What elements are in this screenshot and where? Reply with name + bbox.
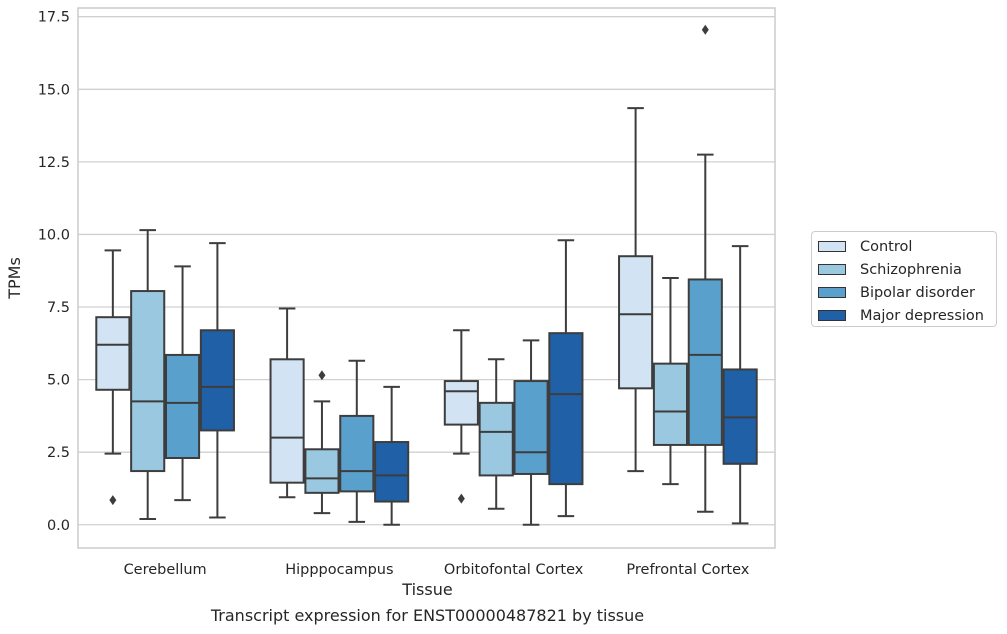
legend-swatch <box>818 310 846 321</box>
x-tick-label: Cerebellum <box>124 562 207 578</box>
legend-label: Schizophrenia <box>860 261 962 278</box>
box-schizophrenia <box>304 448 340 494</box>
legend-swatch <box>818 264 846 275</box>
legend-item: Control <box>818 235 996 258</box>
box-schizophrenia <box>478 401 514 477</box>
box-bipolar-disorder <box>164 353 201 459</box>
y-tick-label: 12.5 <box>38 155 70 171</box>
box-bipolar-disorder <box>339 414 375 493</box>
figure-caption: Transcript expression for ENST0000048782… <box>210 606 645 625</box>
legend: Control Schizophrenia Bipolar disorder Majo… <box>811 231 997 327</box>
outlier-point <box>318 370 326 381</box>
box-major-depression <box>548 332 584 486</box>
y-tick-label: 15.0 <box>38 82 70 98</box>
box-major-depression <box>374 441 410 503</box>
outlier-point <box>457 493 465 504</box>
legend-label: Bipolar disorder <box>860 284 975 301</box>
box-bipolar-disorder <box>513 380 549 475</box>
outlier-point <box>109 495 117 506</box>
y-tick-label: 10.0 <box>38 227 70 243</box>
y-tick-label: 2.5 <box>47 445 70 461</box>
legend-item: Major depression <box>818 304 996 327</box>
y-tick-label: 17.5 <box>38 10 70 26</box>
legend-item: Schizophrenia <box>818 258 996 281</box>
x-tick-label: Orbitofontal Cortex <box>444 562 584 578</box>
y-axis-label: TPMs <box>5 257 24 300</box>
plot-frame <box>77 7 776 549</box>
box-bipolar-disorder <box>687 278 723 446</box>
y-tick-label: 7.5 <box>47 300 70 316</box>
legend-label: Control <box>860 238 913 255</box>
box-major-depression <box>199 329 235 432</box>
box-control <box>269 358 305 484</box>
x-tick-label: Hipppocampus <box>285 562 393 578</box>
box-control <box>443 380 479 426</box>
legend-item: Bipolar disorder <box>818 281 996 304</box>
box-schizophrenia <box>652 362 689 446</box>
box-schizophrenia <box>130 290 166 473</box>
box-control <box>618 255 654 390</box>
legend-swatch <box>818 241 846 252</box>
x-axis-label: Tissue <box>401 580 452 599</box>
box-control <box>95 316 131 391</box>
y-tick-label: 0.0 <box>47 518 70 534</box>
legend-swatch <box>818 287 846 298</box>
x-tick-label: Prefrontal Cortex <box>626 562 749 578</box>
y-tick-label: 5.0 <box>47 373 70 389</box>
outlier-point <box>701 24 709 35</box>
legend-label: Major depression <box>860 307 984 324</box>
